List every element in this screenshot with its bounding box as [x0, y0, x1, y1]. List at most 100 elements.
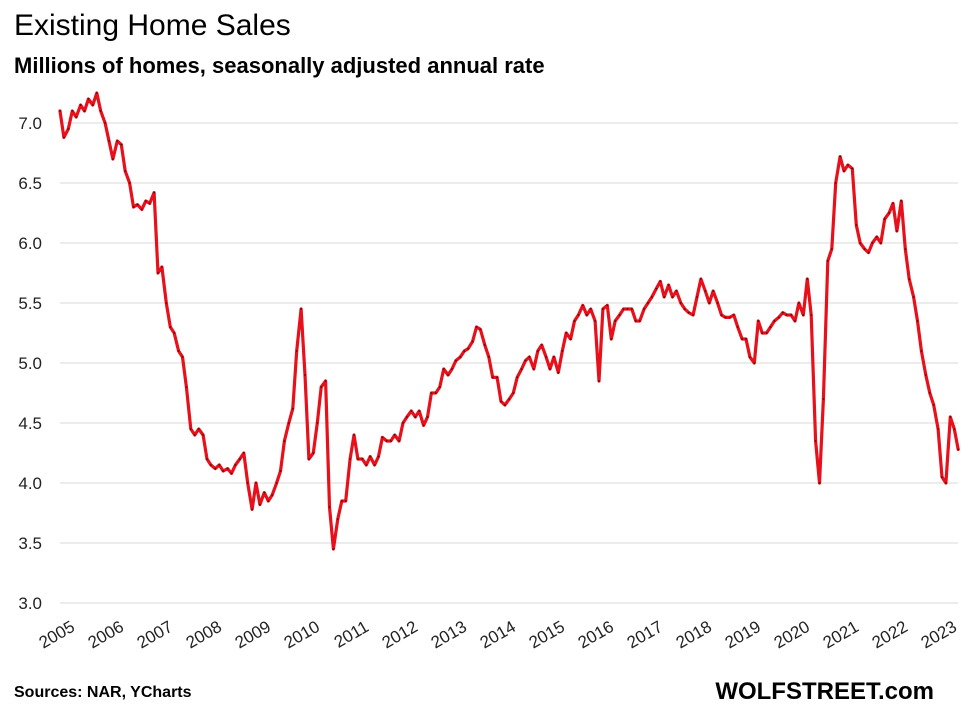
- data-point: [532, 368, 535, 370]
- x-tick-label: 2010: [281, 617, 323, 652]
- data-point: [336, 518, 339, 520]
- x-tick-label: 2022: [869, 617, 911, 652]
- data-point: [802, 314, 805, 316]
- x-tick-label: 2006: [85, 617, 127, 652]
- data-point: [732, 314, 735, 316]
- x-tick-label: 2009: [232, 617, 274, 652]
- x-tick-label: 2011: [331, 617, 372, 652]
- data-point: [181, 356, 184, 358]
- data-point: [385, 440, 388, 442]
- data-point: [83, 110, 86, 112]
- x-tick-label: 2018: [673, 617, 715, 652]
- data-point: [426, 416, 429, 418]
- data-point: [826, 260, 829, 262]
- data-point: [536, 350, 539, 352]
- data-point: [806, 278, 809, 280]
- data-point: [398, 440, 400, 442]
- data-point: [757, 320, 760, 322]
- data-point: [540, 344, 543, 346]
- data-point: [565, 332, 568, 334]
- x-tick-label: 2023: [918, 617, 960, 652]
- data-point: [553, 356, 555, 358]
- data-point: [630, 308, 633, 310]
- data-point: [95, 92, 98, 94]
- data-point: [863, 248, 866, 250]
- data-point: [128, 182, 131, 184]
- data-point: [851, 167, 854, 170]
- data-point: [512, 392, 515, 394]
- data-point: [822, 398, 825, 400]
- data-point: [949, 416, 952, 418]
- data-point: [479, 328, 482, 331]
- data-point: [312, 452, 315, 454]
- data-point: [508, 398, 511, 400]
- data-point: [475, 326, 478, 328]
- data-point: [79, 104, 82, 106]
- data-point: [197, 428, 200, 430]
- data-point: [561, 350, 564, 352]
- x-tick-label: 2017: [624, 617, 666, 652]
- data-point: [606, 304, 609, 307]
- x-tick-label: 2021: [820, 617, 862, 652]
- data-point: [794, 320, 796, 322]
- data-point: [459, 356, 462, 358]
- data-point: [75, 116, 78, 118]
- x-tick-label: 2012: [379, 617, 421, 652]
- data-point: [557, 371, 560, 374]
- data-point: [912, 296, 915, 298]
- data-point: [720, 314, 723, 316]
- data-point: [67, 128, 70, 130]
- chart-subtitle: Millions of homes, seasonally adjusted a…: [14, 53, 545, 78]
- data-point: [344, 500, 347, 502]
- data-point: [381, 436, 384, 439]
- data-point: [785, 314, 788, 316]
- series-group: [58, 91, 960, 551]
- x-tick-label: 2013: [428, 617, 470, 652]
- data-point: [140, 208, 143, 211]
- data-point: [496, 376, 498, 379]
- data-point: [353, 434, 355, 436]
- y-axis: 3.0 3.5 4.0 4.5 5.0 5.5 6.0 6.5 7.0: [18, 114, 42, 613]
- data-point: [332, 548, 335, 550]
- data-point: [373, 464, 376, 466]
- data-point: [953, 428, 956, 430]
- data-point: [736, 326, 739, 328]
- data-point: [716, 302, 719, 304]
- data-point: [365, 464, 368, 466]
- data-point: [745, 338, 747, 340]
- data-point: [491, 376, 494, 379]
- data-point: [210, 464, 212, 466]
- data-point: [614, 320, 617, 322]
- data-point: [483, 344, 486, 346]
- data-point: [393, 434, 396, 436]
- y-tick-label: 6.0: [18, 234, 42, 253]
- data-point: [304, 374, 306, 376]
- data-point: [659, 280, 662, 283]
- data-point: [177, 350, 180, 352]
- data-point: [818, 482, 821, 484]
- data-point: [259, 503, 261, 506]
- data-point: [230, 472, 233, 475]
- data-point: [173, 332, 176, 334]
- data-point: [622, 308, 625, 310]
- data-point: [144, 200, 147, 202]
- data-point: [687, 311, 690, 314]
- data-point: [888, 212, 890, 214]
- x-tick-label: 2005: [36, 617, 78, 652]
- data-point: [434, 392, 437, 394]
- data-point: [316, 422, 319, 424]
- data-point: [634, 320, 637, 322]
- data-point: [283, 440, 286, 442]
- data-point: [916, 320, 919, 322]
- data-point: [430, 392, 433, 394]
- data-point: [295, 350, 298, 352]
- data-point: [242, 452, 245, 454]
- data-point: [279, 470, 282, 472]
- data-point: [132, 206, 135, 208]
- data-point: [442, 368, 445, 370]
- data-point: [263, 491, 266, 494]
- data-point: [438, 386, 441, 388]
- data-point: [618, 314, 621, 316]
- data-point: [63, 136, 65, 139]
- data-point: [928, 392, 931, 394]
